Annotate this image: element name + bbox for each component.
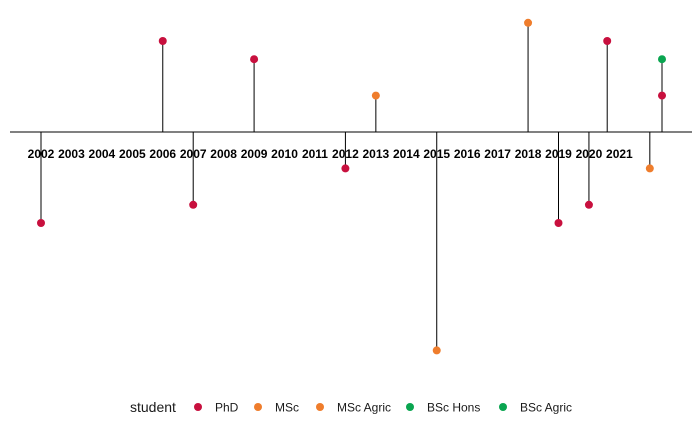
year-label: 2014 <box>393 147 420 161</box>
legend-items: PhD MSc MSc Agric BSc Hons BSc Agric <box>194 401 572 415</box>
year-label: 2010 <box>271 147 298 161</box>
year-label: 2016 <box>454 147 481 161</box>
legend-swatch <box>316 403 324 411</box>
year-label: 2009 <box>241 147 268 161</box>
legend-swatch <box>499 403 507 411</box>
data-point-msc <box>371 91 380 100</box>
data-point-phd <box>603 37 612 45</box>
year-label: 2011 <box>302 147 328 161</box>
data-point-phd <box>584 200 593 209</box>
legend-label: PhD <box>215 401 239 415</box>
legend-swatch <box>406 403 414 411</box>
data-point-phd <box>158 37 167 45</box>
data-point-msc <box>645 164 654 173</box>
year-label: 2012 <box>332 147 359 161</box>
legend-item: MSc <box>254 401 299 415</box>
year-label: 2003 <box>58 147 85 161</box>
year-label: 2021 <box>606 147 633 161</box>
legend-item: PhD <box>194 401 239 415</box>
year-label: 2002 <box>28 147 55 161</box>
legend-item: BSc Agric <box>499 401 572 415</box>
year-label: 2015 <box>423 147 450 161</box>
year-label: 2013 <box>363 147 390 161</box>
year-label: 2020 <box>576 147 603 161</box>
data-point-bsc-hons <box>658 55 666 64</box>
year-label: 2017 <box>484 147 511 161</box>
data-point-phd <box>37 219 45 227</box>
legend-label: MSc <box>275 401 299 415</box>
year-label: 2018 <box>515 147 542 161</box>
data-point-phd <box>554 219 563 227</box>
legend-swatch <box>254 403 262 411</box>
year-label: 2019 <box>545 147 572 161</box>
legend-item: BSc Hons <box>406 401 480 415</box>
data-points <box>37 18 666 355</box>
data-point-phd <box>189 200 198 209</box>
data-point-phd <box>341 164 350 173</box>
year-label: 2007 <box>180 147 207 161</box>
year-label: 2004 <box>89 147 116 161</box>
year-label: 2008 <box>210 147 237 161</box>
year-labels: 2002 2003 2004 2005 2006 2007 2008 2009 2010 2011… <box>28 147 633 161</box>
legend-title: student <box>130 399 176 415</box>
legend-swatch <box>194 403 202 411</box>
legend: student PhD MSc MSc Agric BSc Hons BSc Agric <box>130 399 572 415</box>
data-point-msc <box>432 346 441 355</box>
data-point-phd <box>658 91 666 100</box>
stem-lines <box>40 22 663 351</box>
legend-label: BSc Hons <box>427 401 480 415</box>
year-label: 2006 <box>149 147 176 161</box>
legend-label: MSc Agric <box>337 401 391 415</box>
legend-label: BSc Agric <box>520 401 572 415</box>
legend-item: MSc Agric <box>316 401 391 415</box>
data-point-phd <box>250 55 259 64</box>
data-point-msc <box>524 18 533 27</box>
year-label: 2005 <box>119 147 146 161</box>
